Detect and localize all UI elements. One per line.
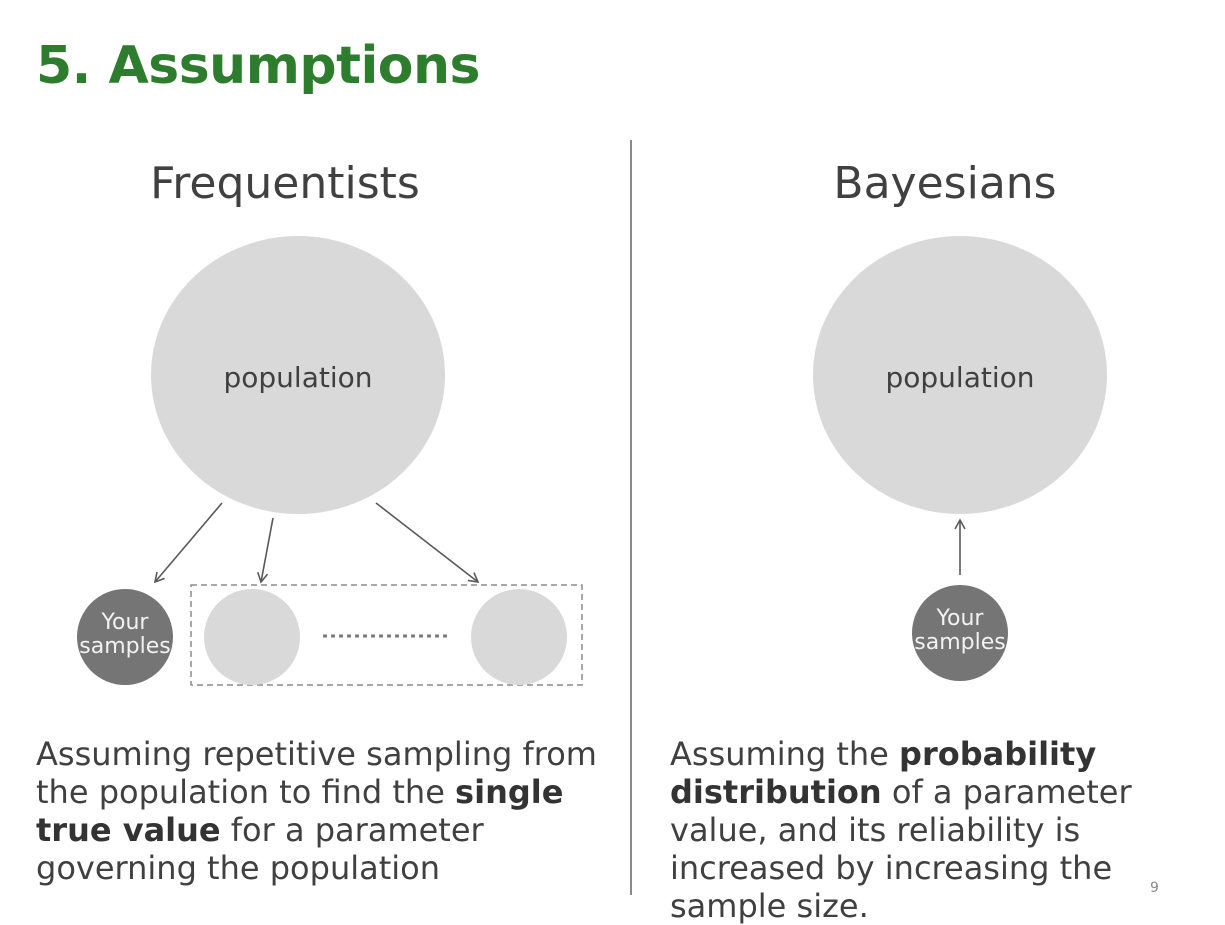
bayesian-your-samples-label-line1: Your <box>936 606 985 631</box>
frequentist-caption: Assuming repetitive sampling from the po… <box>36 735 616 887</box>
other-samples-dashed-box <box>190 584 583 686</box>
frequentist-your-samples-label-line1: Your <box>101 610 150 635</box>
frequentist-caption-bold: single true value <box>36 773 564 849</box>
frequentist-your-samples-label-line2: samples <box>79 634 170 659</box>
bayesian-your-samples-label-line2: samples <box>914 630 1005 655</box>
slide-title: 5. Assumptions <box>36 36 481 96</box>
bayesian-population-circle <box>813 236 1107 514</box>
other-sample-circle-n <box>471 589 567 685</box>
frequentist-population-label: population <box>224 361 373 394</box>
frequentist-caption-text-2: for a parameter governing the population <box>36 811 484 887</box>
arrow-to-sample-2 <box>256 517 274 584</box>
bayesians-heading: Bayesians <box>833 158 1057 209</box>
frequentist-population-circle <box>151 236 445 514</box>
other-sample-circle-1 <box>204 589 300 685</box>
frequentists-heading: Frequentists <box>150 158 420 209</box>
bayesian-your-samples-circle <box>912 585 1008 681</box>
arrow-to-your-samples <box>153 502 223 584</box>
frequentist-caption-text-1: Assuming repetitive sampling from the po… <box>36 735 597 811</box>
bayesian-population-label: population <box>886 361 1035 394</box>
frequentist-your-samples-circle <box>77 589 173 685</box>
page-number: 9 <box>1150 880 1159 896</box>
arrow-to-sample-n <box>375 502 480 584</box>
bayesian-caption-text-2: of a parameter value, and its reliabilit… <box>670 773 1132 925</box>
bayesian-caption-bold: probability distribution <box>670 735 1097 811</box>
column-divider <box>630 140 632 895</box>
bayesian-caption: Assuming the probability distribution of… <box>670 735 1215 925</box>
bayesian-caption-text-1: Assuming the <box>670 735 900 773</box>
